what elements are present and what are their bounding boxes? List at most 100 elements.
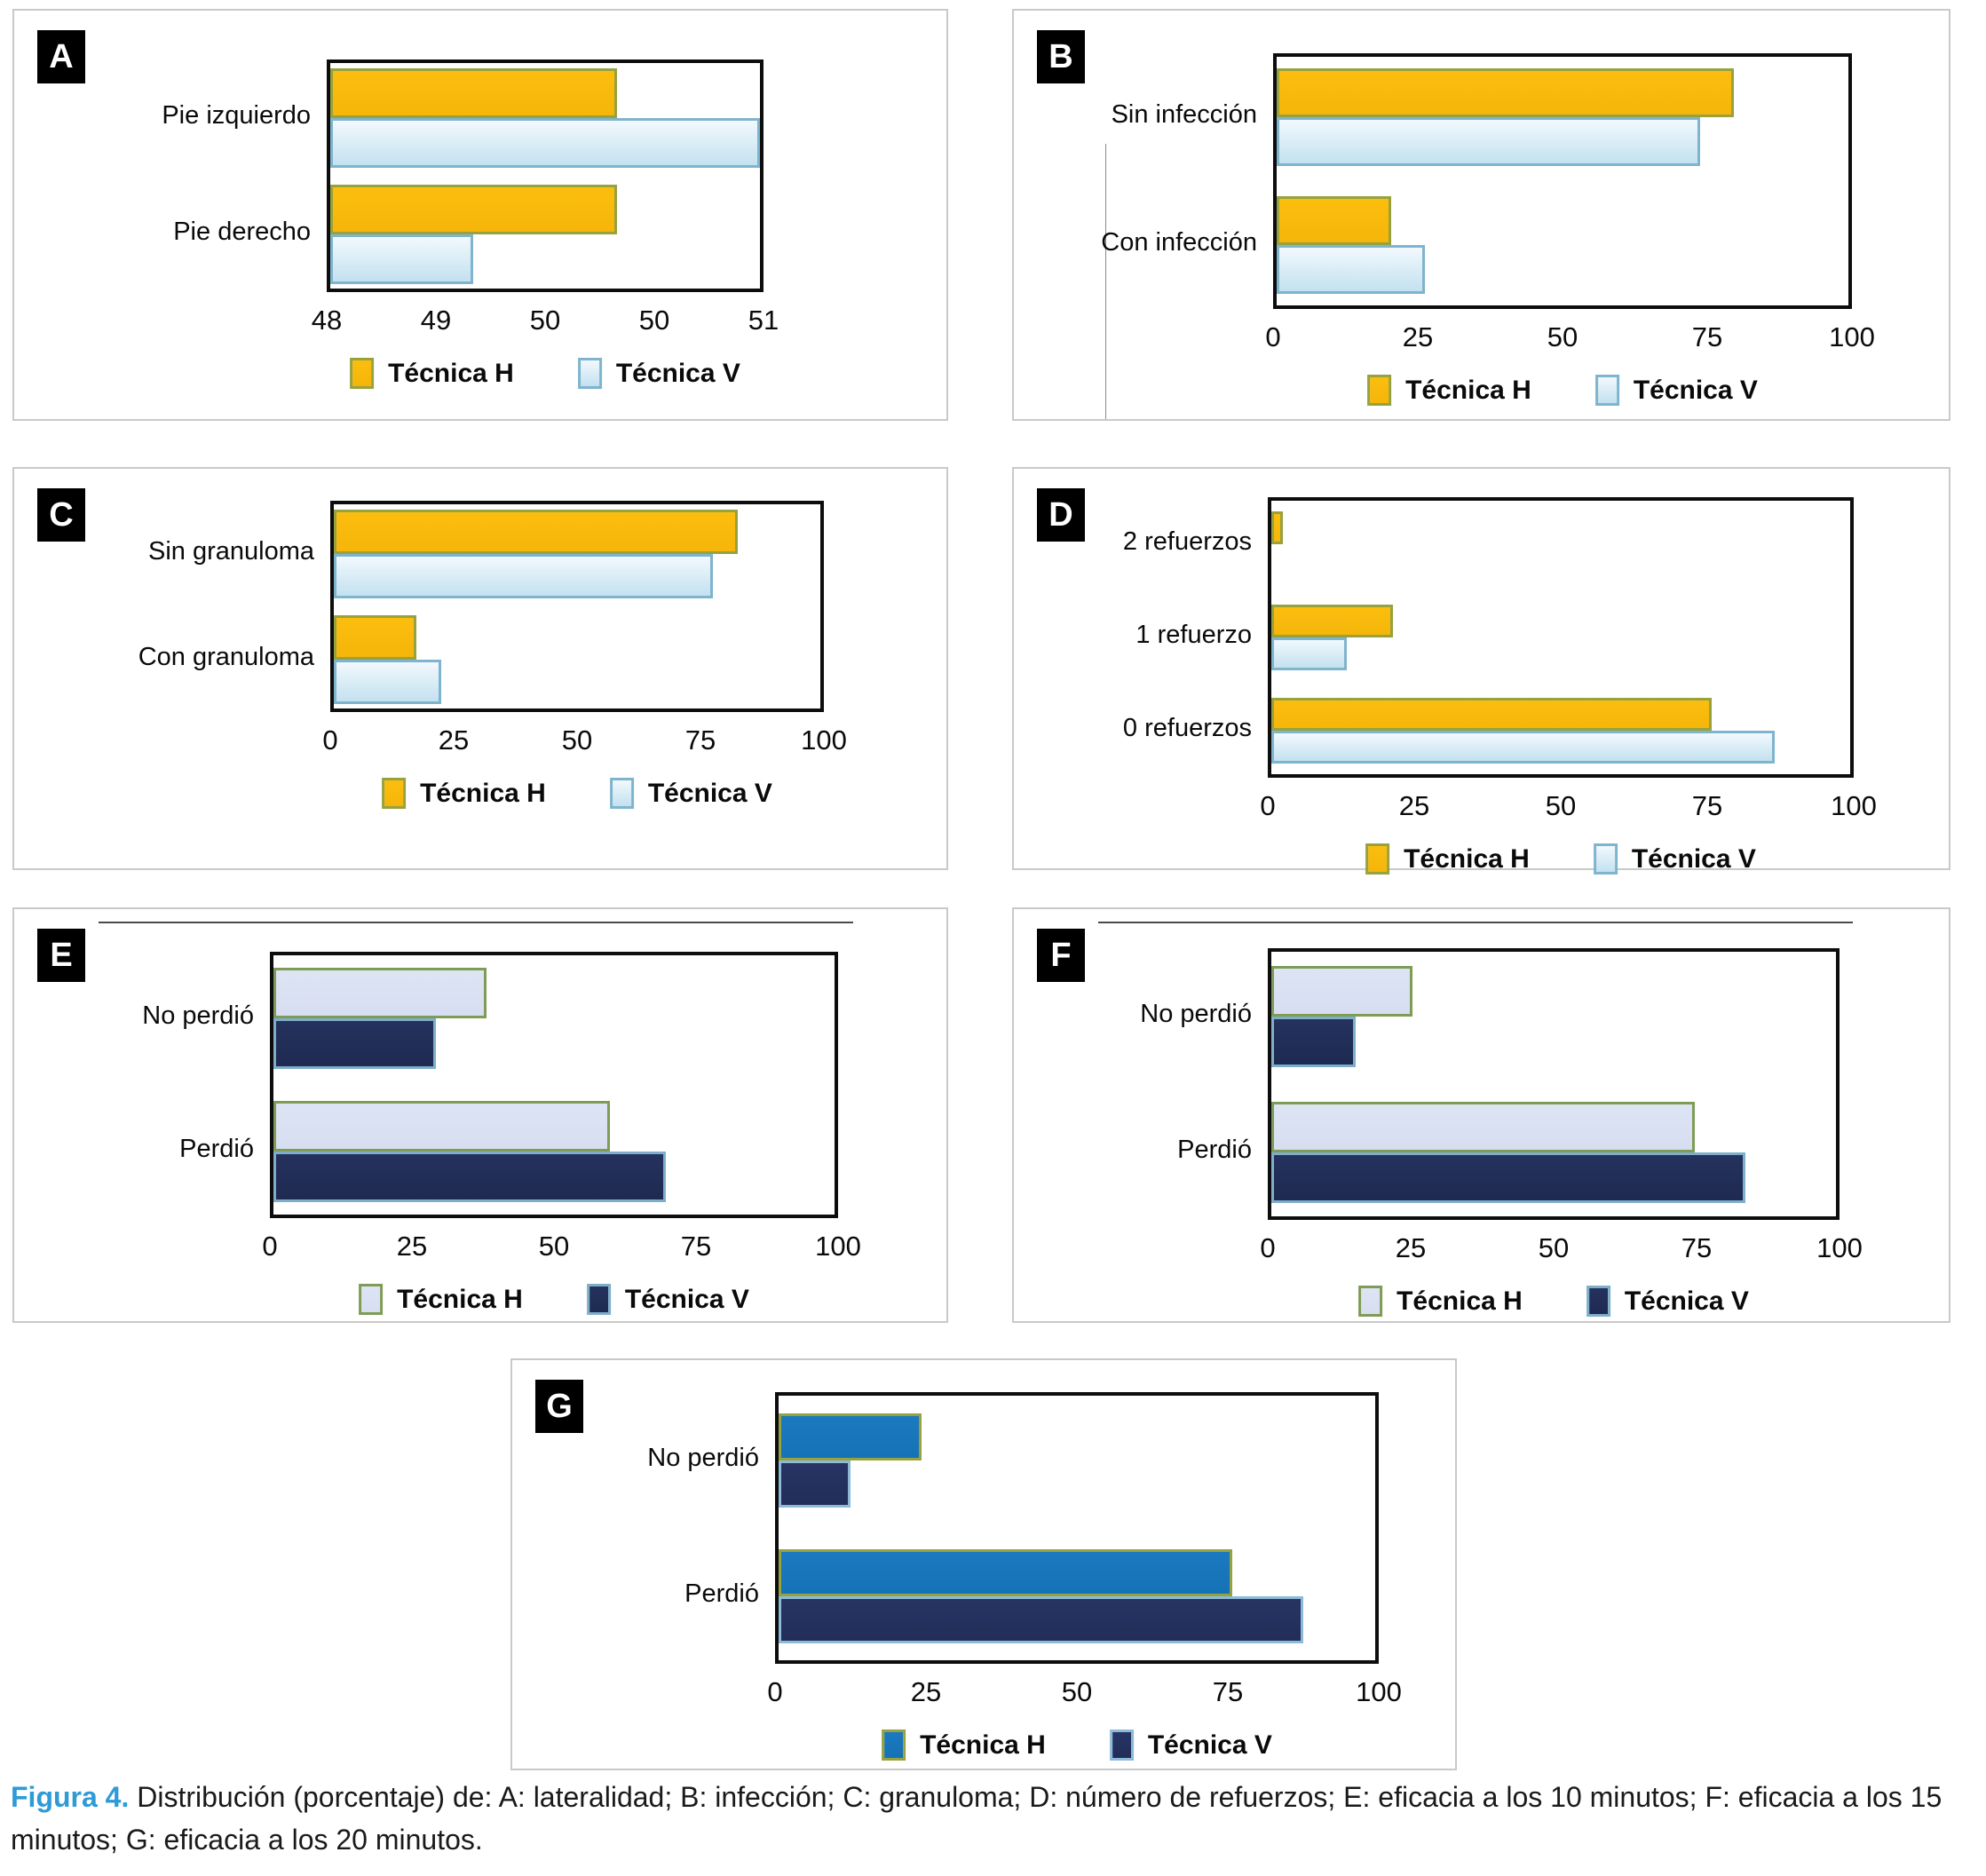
legend-swatch-tecnica-v-icon: [1586, 1286, 1610, 1317]
panel-g-legend: Técnica H Técnica V: [882, 1730, 1272, 1761]
x-tick-label-e-2: 50: [538, 1231, 570, 1262]
bar-a-tecnica-h-0: [330, 67, 617, 118]
bar-f-tecnica-v-1: [1271, 1152, 1745, 1203]
category-label-d-1: 1 refuerzo: [1135, 621, 1252, 649]
x-tick-label-f-0: 0: [1260, 1232, 1276, 1263]
legend-label-tecnica-v: Técnica V: [1631, 843, 1756, 874]
bar-c-tecnica-h-1: [334, 614, 416, 660]
panel-e: E No perdió Perdió 0 25 50 75 100 Técnica H Técni…: [12, 907, 948, 1323]
x-tick-label-c-4: 100: [801, 724, 847, 756]
figure-caption-text: Distribución (porcentaje) de: A: lateral…: [11, 1781, 1942, 1856]
x-tick-label-a-1: 49: [420, 305, 452, 336]
x-tick-label-a-2: 50: [529, 305, 561, 336]
legend-swatch-tecnica-v-icon: [577, 358, 602, 389]
legend-item-tecnica-h: Técnica H: [350, 358, 514, 389]
bar-d-tecnica-v-1: [1271, 637, 1347, 670]
legend-swatch-tecnica-v-icon: [609, 778, 634, 809]
x-tick-label-a-4: 51: [748, 305, 779, 336]
bar-f-tecnica-h-1: [1271, 1101, 1695, 1152]
bar-f-tecnica-h-0: [1271, 965, 1412, 1017]
legend-item-tecnica-h: Técnica H: [1365, 843, 1530, 875]
legend-item-tecnica-h: Técnica H: [382, 778, 546, 809]
panel-b: B Sin infección Con infección 0 25 50 75 100 Téc…: [1012, 9, 1950, 421]
legend-swatch-tecnica-h-icon: [1358, 1286, 1383, 1317]
panel-a-legend: Técnica H Técnica V: [350, 358, 740, 389]
legend-label-tecnica-h: Técnica H: [1404, 843, 1530, 874]
legend-item-tecnica-v: Técnica V: [577, 358, 740, 389]
x-tick-label-c-2: 50: [561, 724, 593, 756]
panel-d-badge: D: [1037, 488, 1085, 542]
panel-f: F No perdió Perdió 0 25 50 75 100 Técnica H Técni…: [1012, 907, 1950, 1323]
bar-g-tecnica-h-1: [779, 1548, 1232, 1596]
bar-g-tecnica-h-0: [779, 1413, 922, 1460]
panel-a-badge-letter: A: [49, 37, 74, 75]
panel-f-badge: F: [1037, 929, 1085, 982]
x-tick-label-f-2: 50: [1538, 1232, 1570, 1263]
category-label-c-0: Sin granuloma: [148, 536, 314, 566]
bar-g-tecnica-v-0: [779, 1460, 851, 1508]
x-tick-label-e-0: 0: [262, 1231, 278, 1262]
panel-f-legend: Técnica H Técnica V: [1358, 1286, 1749, 1317]
x-tick-label-b-3: 75: [1691, 321, 1723, 352]
legend-item-tecnica-h: Técnica H: [1358, 1286, 1523, 1317]
bar-c-tecnica-v-1: [334, 659, 441, 704]
x-tick-label-c-1: 25: [438, 724, 470, 756]
legend-label-tecnica-h: Técnica H: [420, 778, 546, 808]
panel-g: G No perdió Perdió 0 25 50 75 100 Técnica H Técni…: [510, 1358, 1457, 1770]
bar-e-tecnica-h-0: [273, 968, 487, 1018]
figure-caption-label: Figura 4.: [11, 1781, 130, 1813]
legend-item-tecnica-v: Técnica V: [1109, 1730, 1272, 1761]
bar-d-tecnica-h-0: [1271, 511, 1283, 544]
x-tick-label-b-1: 25: [1402, 321, 1434, 352]
x-tick-label-c-0: 0: [322, 724, 338, 756]
panel-a: A Pie izquierdo Pie derecho 48 49 50 50 51 Técni…: [12, 9, 948, 421]
bar-a-tecnica-v-1: [330, 234, 473, 284]
legend-swatch-tecnica-h-icon: [382, 778, 407, 809]
legend-label-tecnica-h: Técnica H: [920, 1730, 1046, 1760]
artifact-horizontal-line: [1098, 922, 1853, 923]
panel-b-legend: Técnica H Técnica V: [1367, 375, 1758, 406]
panel-g-badge-letter: G: [546, 1387, 573, 1425]
legend-label-tecnica-v: Técnica V: [615, 358, 740, 388]
x-tick-label-d-2: 50: [1545, 790, 1577, 821]
category-label-b-0: Sin infección: [1111, 100, 1257, 129]
bar-a-tecnica-h-1: [330, 184, 617, 234]
category-label-f-1: Perdió: [1177, 1135, 1252, 1164]
category-label-g-1: Perdió: [684, 1579, 759, 1608]
x-tick-label-c-3: 75: [684, 724, 716, 756]
x-tick-label-e-1: 25: [396, 1231, 428, 1262]
x-tick-label-b-0: 0: [1265, 321, 1281, 352]
x-tick-label-e-3: 75: [680, 1231, 712, 1262]
legend-item-tecnica-v: Técnica V: [1593, 843, 1756, 875]
bar-g-tecnica-v-1: [779, 1595, 1303, 1643]
x-tick-label-g-0: 0: [767, 1676, 783, 1707]
category-label-c-1: Con granuloma: [138, 642, 314, 671]
legend-label-tecnica-v: Técnica V: [647, 778, 772, 808]
x-tick-label-f-1: 25: [1395, 1232, 1427, 1263]
artifact-horizontal-line: [99, 922, 853, 923]
panel-a-badge: A: [37, 30, 85, 83]
x-tick-label-g-4: 100: [1356, 1676, 1402, 1707]
legend-item-tecnica-v: Técnica V: [1594, 375, 1758, 406]
category-label-b-1: Con infección: [1101, 228, 1257, 257]
legend-swatch-tecnica-h-icon: [1365, 843, 1390, 875]
x-tick-label-g-2: 50: [1061, 1676, 1093, 1707]
bar-e-tecnica-h-1: [273, 1101, 610, 1152]
x-tick-label-d-0: 0: [1260, 790, 1276, 821]
panel-c: C Sin granuloma Con granuloma 0 25 50 75 100 Téc…: [12, 467, 948, 870]
legend-item-tecnica-v: Técnica V: [609, 778, 772, 809]
legend-item-tecnica-v: Técnica V: [1586, 1286, 1749, 1317]
bar-e-tecnica-v-1: [273, 1152, 666, 1202]
panel-c-badge-letter: C: [49, 495, 74, 534]
legend-label-tecnica-v: Técnica V: [1633, 375, 1758, 405]
bar-e-tecnica-v-0: [273, 1018, 436, 1069]
panel-b-badge-letter: B: [1048, 37, 1073, 75]
x-tick-label-b-4: 100: [1829, 321, 1875, 352]
legend-label-tecnica-h: Técnica H: [1405, 375, 1531, 405]
panel-g-badge: G: [535, 1380, 583, 1433]
legend-item-tecnica-v: Técnica V: [586, 1284, 749, 1315]
panel-d-badge-letter: D: [1048, 495, 1073, 534]
category-label-e-0: No perdió: [142, 1001, 254, 1030]
category-label-d-2: 0 refuerzos: [1122, 714, 1252, 743]
